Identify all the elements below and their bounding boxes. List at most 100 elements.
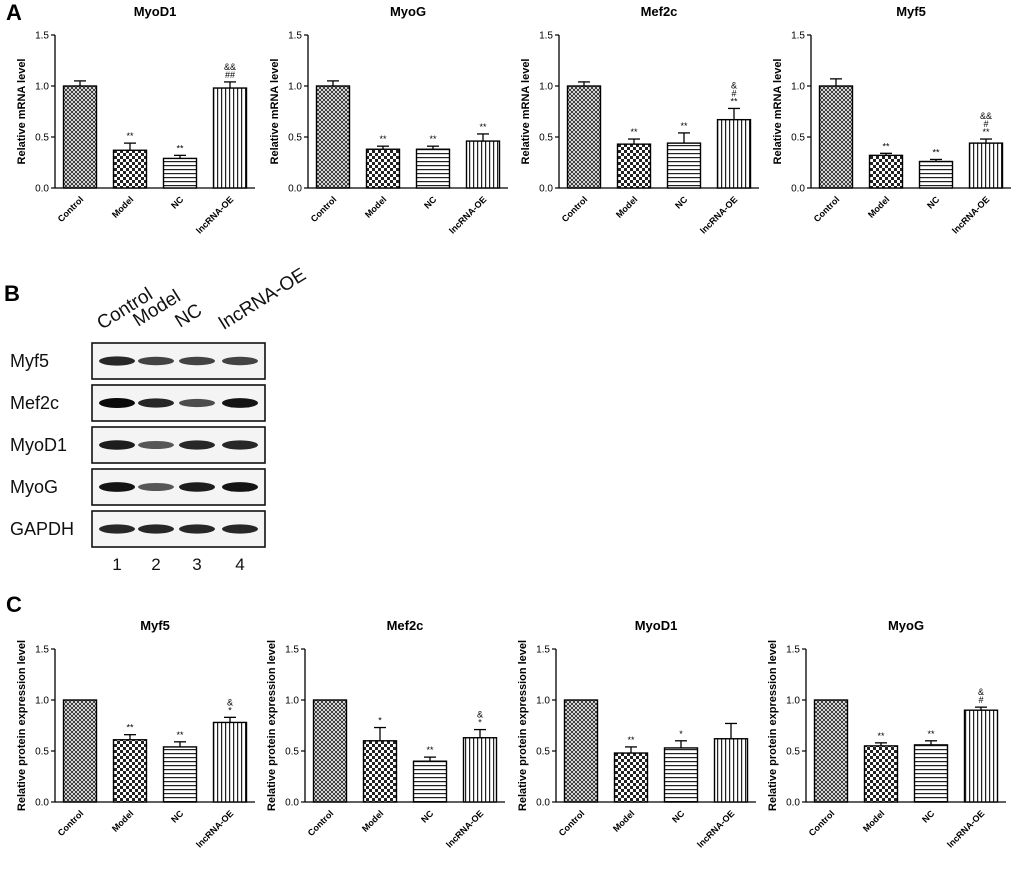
panel-label-c: C [6,592,22,617]
x-tick-label: lncRNA-OE [950,194,991,235]
significance-label: ** [429,134,437,144]
chart-c-mef2c: Mef2c Relative protein expression level 0.… [266,618,505,850]
chart-c-myod1: MyoD1 Relative protein expression level 0.… [517,618,756,850]
y-tick-label: 1.0 [35,82,49,93]
bar-model [362,740,398,803]
x-tick-label: Control [557,808,587,838]
y-tick-label: 1.0 [35,696,49,707]
x-tick-label: Model [611,808,636,833]
y-axis-label: Relative protein expression level [266,640,278,811]
bar-nc [162,746,198,803]
x-tick-label: Model [360,808,385,833]
bar-lncrna-oe [462,737,498,803]
significance-label: * [228,705,232,715]
y-tick-label: 0.5 [288,133,302,144]
x-tick-label: NC [920,808,937,825]
bar-nc [666,142,702,189]
blot-band [99,356,135,366]
x-tick-label: lncRNA-OE [194,808,235,849]
y-tick-label: 0.5 [786,747,800,758]
blot-band [222,524,258,534]
significance-label: ** [176,730,184,740]
y-tick-label: 1.5 [288,31,302,42]
significance-label: && [224,62,236,72]
y-tick-label: 0.0 [539,184,553,195]
chart-a-myf5: Myf5 Relative mRNA level 0.0 0.5 1.0 1.5 Contr… [772,4,1011,236]
blot-band [222,440,258,450]
bar-nc [415,148,451,189]
x-tick-label: Control [309,194,339,224]
y-tick-label: 0.0 [35,184,49,195]
chart-c-myog: MyoG Relative protein expression level 0.0… [767,618,1006,850]
bar-lncrna-oe [716,118,752,189]
chart-title: MyoD1 [635,618,678,633]
blot-row-label: MyoG [10,477,58,497]
y-axis-label: Relative protein expression level [767,640,779,811]
blot-row-myod1: MyoD1 [10,426,266,464]
bar-control [563,699,599,803]
blot-band [138,356,174,366]
significance-label: & [978,687,984,697]
bar-charts: MyoD1 Relative mRNA level 0.0 0.5 1.0 1.5 Cont… [16,4,1011,850]
blot-band [138,483,174,491]
blot-row-mef2c: Mef2c [10,384,266,422]
bar-lncrna-oe [968,142,1004,189]
y-axis-label: Relative mRNA level [520,59,532,165]
x-tick-label: NC [673,194,690,211]
chart-title: Myf5 [140,618,170,633]
x-tick-label: Control [56,194,86,224]
significance-label: * [679,729,683,739]
y-axis-label: Relative protein expression level [517,640,529,811]
x-tick-label: Control [306,808,336,838]
lane-number: 2 [151,555,160,574]
y-tick-label: 0.5 [35,747,49,758]
bar-control [813,699,849,803]
x-tick-label: Control [807,808,837,838]
lane-number: 3 [192,555,201,574]
y-axis-label: Relative mRNA level [16,59,28,165]
significance-label: # [983,119,988,129]
blot-band [99,524,135,534]
x-tick-label: Model [110,194,135,219]
chart-a-myod1: MyoD1 Relative mRNA level 0.0 0.5 1.0 1.5 Cont… [16,4,255,236]
chart-c-myf5: Myf5 Relative protein expression level 0.0… [16,618,255,850]
bar-control [315,85,351,189]
y-tick-label: 1.5 [791,31,805,42]
blot-band [99,482,135,492]
blot-band [179,440,215,450]
bar-model [868,154,904,189]
blot-row-label: GAPDH [10,519,74,539]
x-tick-label: Model [861,808,886,833]
x-tick-label: lncRNA-OE [945,808,986,849]
blot-band [99,398,135,408]
bar-lncrna-oe [963,709,999,803]
significance-label: ** [982,127,990,137]
blot-row-myog: MyoG [10,468,266,506]
y-tick-label: 1.0 [536,696,550,707]
y-tick-label: 0.5 [791,133,805,144]
bar-nc [663,747,699,803]
y-tick-label: 1.5 [786,645,800,656]
bar-nc [918,160,954,189]
blot-band [179,398,215,408]
lane-header: lncRNA-OE [216,264,310,334]
y-axis-label: Relative mRNA level [772,59,784,165]
y-tick-label: 0.5 [35,133,49,144]
lane-number: 1 [112,555,121,574]
blot-band [138,441,174,449]
bar-model [112,739,148,803]
y-tick-label: 1.5 [536,645,550,656]
x-tick-label: NC [169,194,186,211]
blot-row-gapdh: GAPDH [10,510,266,548]
y-tick-label: 1.5 [35,645,49,656]
blot-row-myf5: Myf5 [10,342,266,380]
y-tick-label: 0.5 [539,133,553,144]
significance-label: ** [426,745,434,755]
significance-label: ** [877,731,885,741]
lane-number: 4 [235,555,244,574]
chart-title: MyoG [390,4,426,19]
bar-model [863,745,899,803]
y-axis-label: Relative mRNA level [269,59,281,165]
x-tick-label: NC [419,808,436,825]
